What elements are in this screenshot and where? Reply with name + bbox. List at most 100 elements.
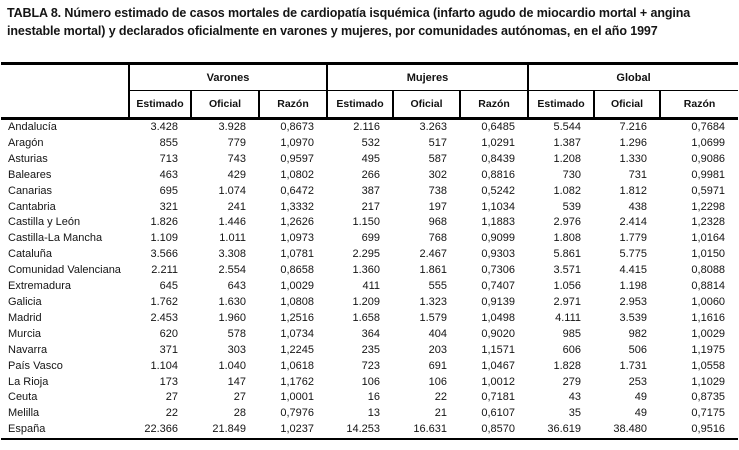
value-cell: 1.150 <box>352 216 380 229</box>
region-cell: La Rioja <box>8 375 49 388</box>
value-cell: 1.209 <box>352 295 380 308</box>
value-cell: 0,8816 <box>481 168 516 181</box>
value-cell: 1,0012 <box>481 375 516 388</box>
value-cell: 0,8570 <box>481 423 516 436</box>
value-cell: 2.554 <box>218 264 246 277</box>
region-cell: Cataluña <box>8 248 53 261</box>
data-table: Varones Mujeres Global Estimado Oficial … <box>1 62 739 440</box>
value-cell: 49 <box>634 391 648 404</box>
value-cell: 3.566 <box>150 248 178 261</box>
value-cell: 699 <box>361 232 380 245</box>
value-cell: 0,6485 <box>481 121 516 133</box>
table-row: Baleares 463 429 1,0802 266 302 0,8816 730 731 0,… <box>1 168 738 184</box>
value-cell: 1.109 <box>150 232 178 245</box>
value-cell: 643 <box>227 280 246 293</box>
value-cell: 1.330 <box>619 152 648 165</box>
value-cell: 506 <box>628 343 648 356</box>
value-cell: 1,0029 <box>280 280 314 293</box>
value-cell: 0,9516 <box>691 423 726 436</box>
value-cell: 253 <box>628 375 648 388</box>
value-cell: 0,7407 <box>481 280 516 293</box>
table-row: Andalucía 3.428 3.928 0,8673 2.116 3.263 0,648… <box>1 119 738 136</box>
value-cell: 463 <box>159 168 178 181</box>
value-cell: 517 <box>428 136 447 149</box>
value-cell: 606 <box>562 343 582 356</box>
value-cell: 1.779 <box>619 232 648 245</box>
value-cell: 21.849 <box>212 423 246 436</box>
region-cell: Cantabria <box>8 200 56 213</box>
value-cell: 5.544 <box>553 121 582 133</box>
column-subheader-razon: Razón <box>659 90 739 120</box>
column-group-header-mujeres: Mujeres <box>325 63 529 91</box>
value-cell: 1.861 <box>419 264 447 277</box>
value-cell: 266 <box>361 168 380 181</box>
value-cell: 730 <box>562 168 582 181</box>
value-cell: 371 <box>159 343 178 356</box>
column-subheader-oficial: Oficial <box>392 90 460 120</box>
value-cell: 1,0164 <box>691 232 726 245</box>
value-cell: 1,1571 <box>481 343 516 356</box>
corner-cell <box>1 63 129 120</box>
value-cell: 1,0734 <box>280 327 314 340</box>
value-cell: 3.539 <box>619 311 648 324</box>
value-cell: 587 <box>428 152 447 165</box>
value-cell: 0,7181 <box>481 391 516 404</box>
value-cell: 1.808 <box>553 232 582 245</box>
region-cell: Comunidad Valenciana <box>8 264 121 277</box>
value-cell: 1.056 <box>553 280 582 293</box>
column-subheader-estimado: Estimado <box>527 90 595 120</box>
value-cell: 1,3332 <box>280 200 314 213</box>
value-cell: 1,1762 <box>280 375 314 388</box>
value-cell: 21 <box>434 407 447 420</box>
value-cell: 0,6472 <box>280 184 314 197</box>
value-cell: 1.360 <box>352 264 380 277</box>
column-subheader-razon: Razón <box>258 90 327 120</box>
table-row: España 22.366 21.849 1,0237 14.253 16.631 0,85… <box>1 422 738 439</box>
table-row: Canarias 695 1.074 0,6472 387 738 0,5242 1.082 1… <box>1 184 738 200</box>
table-row: La Rioja 173 147 1,1762 106 106 1,0012 279 253 1,… <box>1 375 738 391</box>
value-cell: 1,0781 <box>280 248 314 261</box>
value-cell: 1.828 <box>553 359 582 372</box>
value-cell: 713 <box>159 152 178 165</box>
value-cell: 1,0802 <box>280 168 314 181</box>
value-cell: 279 <box>562 375 582 388</box>
value-cell: 7.216 <box>619 121 648 133</box>
value-cell: 16.631 <box>413 423 447 436</box>
value-cell: 0,7175 <box>691 407 726 420</box>
value-cell: 743 <box>227 152 246 165</box>
value-cell: 1,1883 <box>481 216 516 229</box>
table-row: Comunidad Valenciana 2.211 2.554 0,8658 1.36… <box>1 263 738 279</box>
region-cell: Murcia <box>8 327 42 340</box>
column-subheader-razon: Razón <box>458 90 529 120</box>
table-row: Murcia 620 578 1,0734 364 404 0,9020 985 982 1,00… <box>1 327 738 343</box>
value-cell: 1,0467 <box>481 359 516 372</box>
value-cell: 49 <box>634 407 648 420</box>
region-cell: Melilla <box>8 407 40 420</box>
value-cell: 691 <box>428 359 447 372</box>
value-cell: 404 <box>428 327 447 340</box>
table-row: Castilla-La Mancha 1.109 1.011 1,0973 699 768… <box>1 231 738 247</box>
value-cell: 13 <box>367 407 380 420</box>
value-cell: 5.861 <box>553 248 582 261</box>
value-cell: 1.104 <box>150 359 178 372</box>
table-row: País Vasco 1.104 1.040 1,0618 723 691 1,0467 1.… <box>1 359 738 375</box>
value-cell: 1,2516 <box>280 311 314 324</box>
value-cell: 1.323 <box>419 295 447 308</box>
value-cell: 28 <box>233 407 246 420</box>
value-cell: 1,0618 <box>280 359 314 372</box>
value-cell: 22.366 <box>144 423 178 436</box>
value-cell: 0,9597 <box>280 152 314 165</box>
value-cell: 1.074 <box>218 184 246 197</box>
value-cell: 0,7306 <box>481 264 516 277</box>
value-cell: 302 <box>428 168 447 181</box>
value-cell: 1,0291 <box>481 136 516 149</box>
value-cell: 855 <box>159 136 178 149</box>
value-cell: 1,0237 <box>280 423 314 436</box>
value-cell: 364 <box>361 327 380 340</box>
value-cell: 1,0558 <box>691 359 726 372</box>
column-subheader-oficial: Oficial <box>190 90 259 120</box>
value-cell: 4.111 <box>555 311 582 324</box>
value-cell: 2.211 <box>151 264 178 277</box>
value-cell: 147 <box>227 375 246 388</box>
